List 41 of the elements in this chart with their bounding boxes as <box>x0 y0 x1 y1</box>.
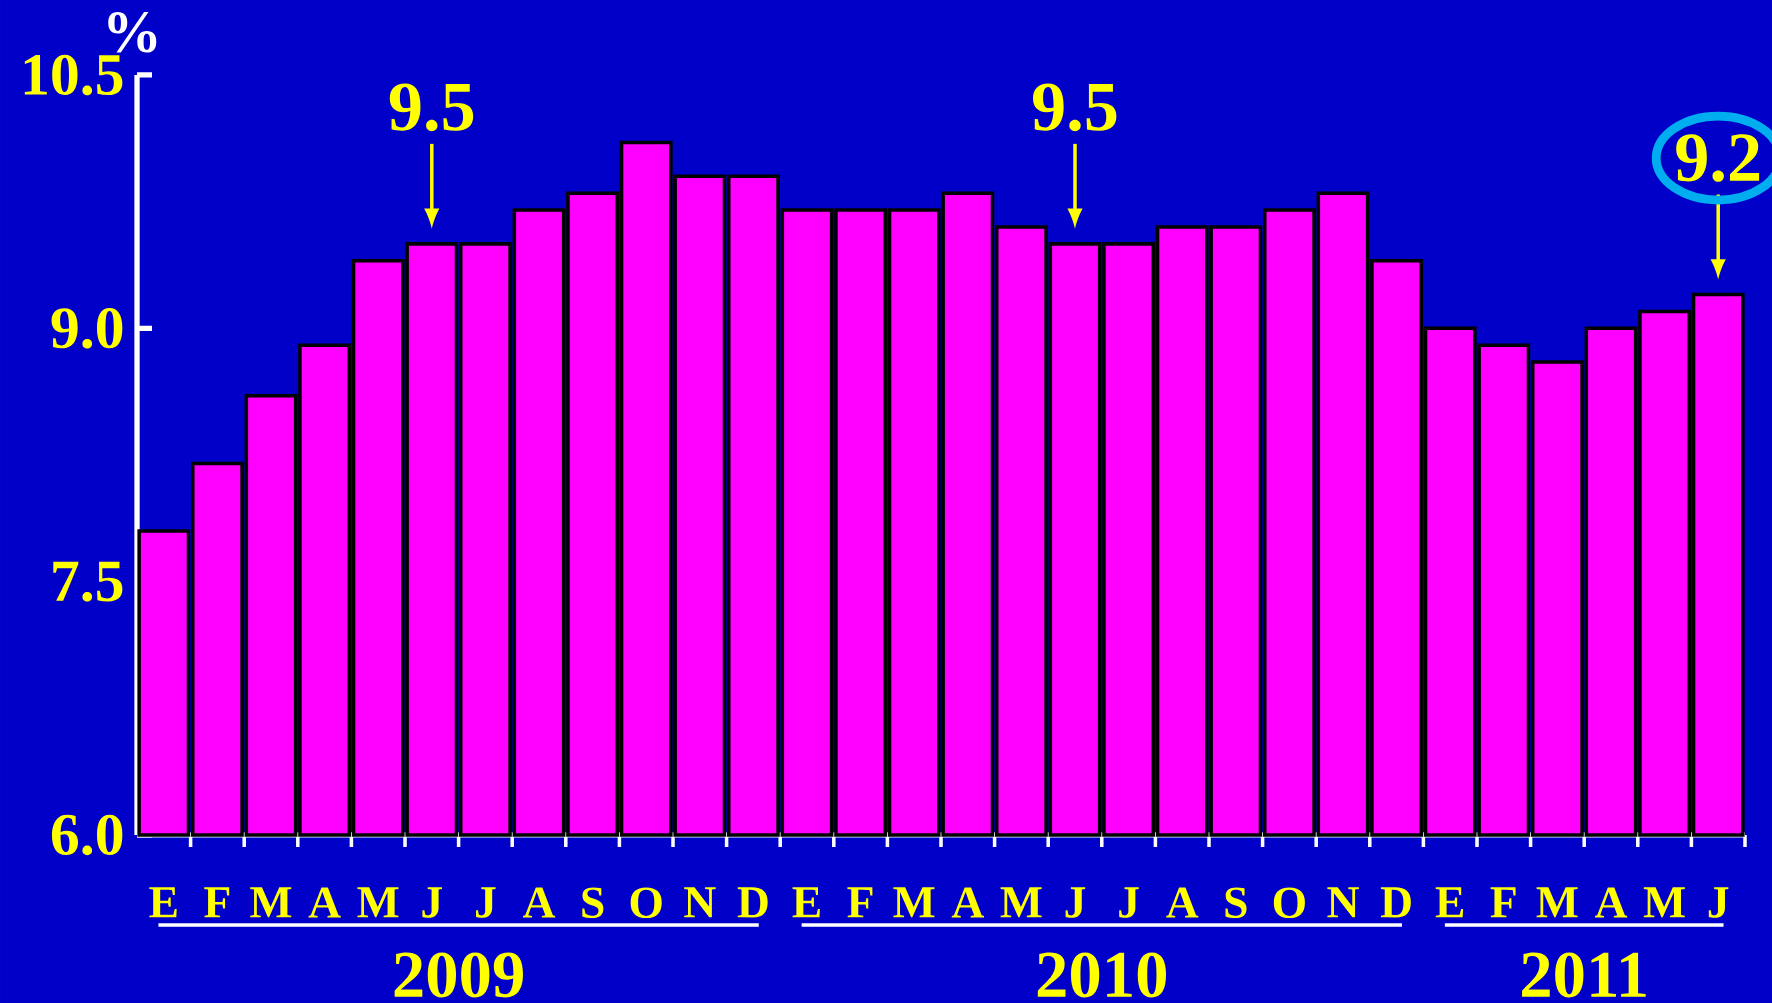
x-tick-label: E <box>149 887 177 918</box>
data-label: 9.5 <box>389 83 474 132</box>
x-tick-label: A <box>1594 887 1628 918</box>
x-tick-label: J <box>476 887 496 918</box>
x-tick-label: E <box>1435 887 1464 918</box>
x-tick-label: M <box>357 887 399 918</box>
x-tick-label: M <box>1536 887 1578 918</box>
x-tick-label: A <box>1166 887 1199 918</box>
x-tick-label: J <box>422 887 442 918</box>
x-tick-label: F <box>1490 887 1516 918</box>
x-tick-label: A <box>308 887 341 918</box>
x-tick-label: S <box>582 887 604 919</box>
data-label: 9.2 <box>1676 134 1760 182</box>
x-tick-label: A <box>522 887 556 918</box>
x-tick-label: A <box>951 887 984 918</box>
text: 2009 <box>394 952 523 998</box>
x-tick-label: M <box>1000 887 1042 918</box>
y-tick-label: 9.0 <box>51 308 123 349</box>
text: 2011 <box>1522 952 1646 998</box>
x-tick-label: F <box>847 887 873 918</box>
x-tick-label: J <box>1708 887 1729 918</box>
y-tick-label: 6.0 <box>51 814 123 856</box>
y-tick-label: 7.5 <box>53 561 123 602</box>
x-tick-label: N <box>684 887 716 918</box>
x-tick-label: F <box>204 887 230 918</box>
data-label: 9.5 <box>1033 83 1117 132</box>
x-tick-label: D <box>1380 887 1411 918</box>
x-tick-label: S <box>1225 887 1247 919</box>
x-tick-label: D <box>737 887 768 918</box>
text: 2010 <box>1037 952 1166 998</box>
x-tick-label: J <box>1119 887 1139 918</box>
y-axis-title: % <box>108 12 157 53</box>
y-tick-label: 10.5 <box>24 54 123 96</box>
x-tick-label: M <box>893 887 935 918</box>
x-tick-label: M <box>250 887 292 918</box>
x-tick-label: N <box>1327 887 1359 918</box>
x-tick-label: O <box>1273 887 1305 919</box>
x-tick-label: O <box>630 887 662 919</box>
x-tick-label: J <box>1065 887 1086 918</box>
x-tick-label: M <box>1643 887 1685 918</box>
x-tick-label: E <box>792 887 820 918</box>
